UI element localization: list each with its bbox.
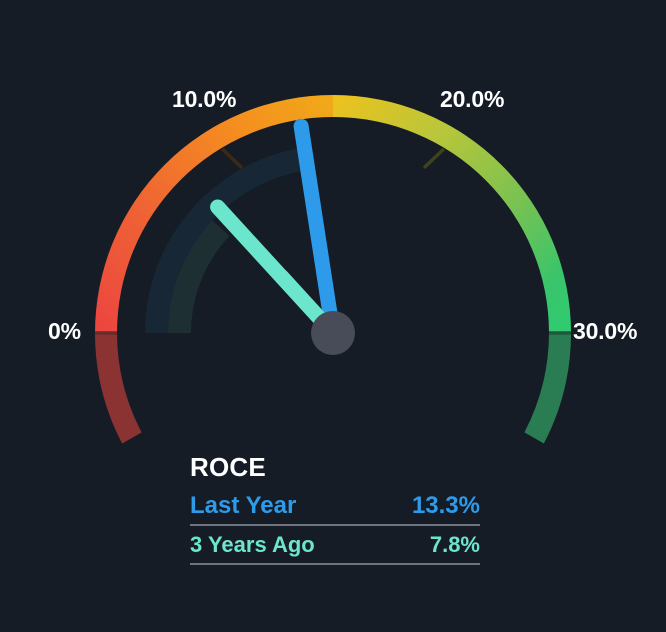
gauge-tick-label-30: 30.0% [573,318,638,344]
legend-value-last-year: 13.3% [411,492,480,519]
legend-row-three-years-ago: 3 Years Ago 7.8% [190,530,480,565]
legend-row-last-year: Last Year 13.3% [190,491,480,526]
legend-title: ROCE [190,452,266,482]
gauge-tick-20 [422,147,445,169]
gauge-band-below-zero [94,333,142,444]
gauge-tick-label-10: 10.0% [172,86,237,112]
gauge-inner-arc-last-year [145,146,315,333]
legend-value-three-years-ago: 7.8% [429,532,480,557]
legend-label-last-year: Last Year [190,492,297,519]
legend-label-three-years-ago: 3 Years Ago [190,532,315,557]
needle-last-year [293,118,341,341]
gauge-tick-10 [221,147,244,169]
gauge-tick-label-0: 0% [48,318,81,344]
gauge-inner-arc-three-years [168,220,230,333]
gauge-hub [311,311,355,355]
gauge-legend: ROCE Last Year 13.3% 3 Years Ago 7.8% [190,452,480,569]
gauge-tick-label-20: 20.0% [440,86,505,112]
gauge-scale-arc-left [95,95,333,333]
gauge-scale-arc-right [333,95,571,333]
gauge-band-above-max [524,333,571,444]
